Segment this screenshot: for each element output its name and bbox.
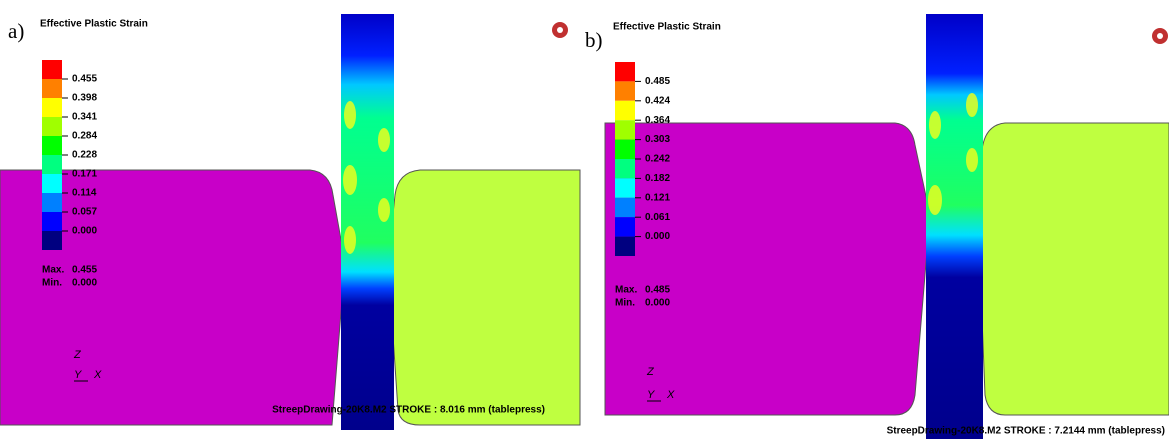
legend-swatch [615,178,635,197]
legend-swatch [615,140,635,159]
figure: a) Effective Plastic Strain 0.455 0.398 0.34… [0,0,1169,439]
panel-label: a) [8,19,24,43]
strip [926,14,983,439]
legend-swatch [42,193,62,212]
legend-value: 0.114 [72,188,97,199]
legend-swatch [615,120,635,139]
right-die [978,123,1169,415]
legend-swatch [42,79,62,98]
min-label: Min. [42,278,62,289]
legend-value: 0.485 [645,76,670,87]
legend-value: 0.424 [645,95,670,106]
legend-swatch [42,231,62,250]
max-value: 0.455 [72,265,97,276]
legend-swatch [42,136,62,155]
legend-value: 0.057 [72,207,97,218]
legend-swatch [615,81,635,100]
axis-z: Z [73,349,82,361]
legend-swatch [42,98,62,117]
legend-value: 0.364 [645,115,670,126]
logo-b [1152,28,1168,44]
axis-y: Y [74,369,82,381]
legend-value: 0.284 [72,131,97,142]
legend-swatch [615,62,635,81]
legend-value: 0.171 [72,169,97,180]
legend-value: 0.182 [645,173,670,184]
max-label: Max. [42,265,64,276]
min-label: Min. [615,298,635,309]
panel-label: b) [585,28,603,52]
legend-swatch [615,198,635,217]
legend-value: 0.000 [645,231,670,242]
logo-a [552,22,568,38]
legend-swatch [42,212,62,231]
axis-y: Y [647,389,655,401]
left-die [605,123,930,415]
min-value: 0.000 [645,298,670,309]
axis-z: Z [646,366,655,378]
legend-swatch [615,159,635,178]
right-die [388,170,580,425]
legend-value: 0.061 [645,212,670,223]
legend-value: 0.242 [645,154,670,165]
legend-value: 0.000 [72,226,97,237]
legend-swatch [615,217,635,236]
min-value: 0.000 [72,278,97,289]
panel-b-scene [605,14,1169,439]
legend-swatch [42,155,62,174]
legend-swatch [42,60,62,79]
axis-x: X [666,389,675,401]
legend-title: Effective Plastic Strain [613,22,721,33]
legend-value: 0.228 [72,150,97,161]
legend-swatch [615,101,635,120]
legend-value: 0.303 [645,134,670,145]
legend-swatch [42,117,62,136]
footer: StreepDrawing-20K8.M2 STROKE : 7.2144 mm… [887,426,1165,437]
legend-title: Effective Plastic Strain [40,19,148,30]
legend-value: 0.455 [72,74,97,85]
legend-value: 0.398 [72,93,97,104]
footer: StreepDrawing-20K8.M2 STROKE : 8.016 mm … [272,405,545,416]
max-label: Max. [615,285,637,296]
axis-x: X [93,369,102,381]
legend-swatch [615,237,635,256]
legend-value: 0.121 [645,192,670,203]
legend-swatch [42,174,62,193]
strip [341,14,394,430]
legend-value: 0.341 [72,112,97,123]
max-value: 0.485 [645,285,670,296]
